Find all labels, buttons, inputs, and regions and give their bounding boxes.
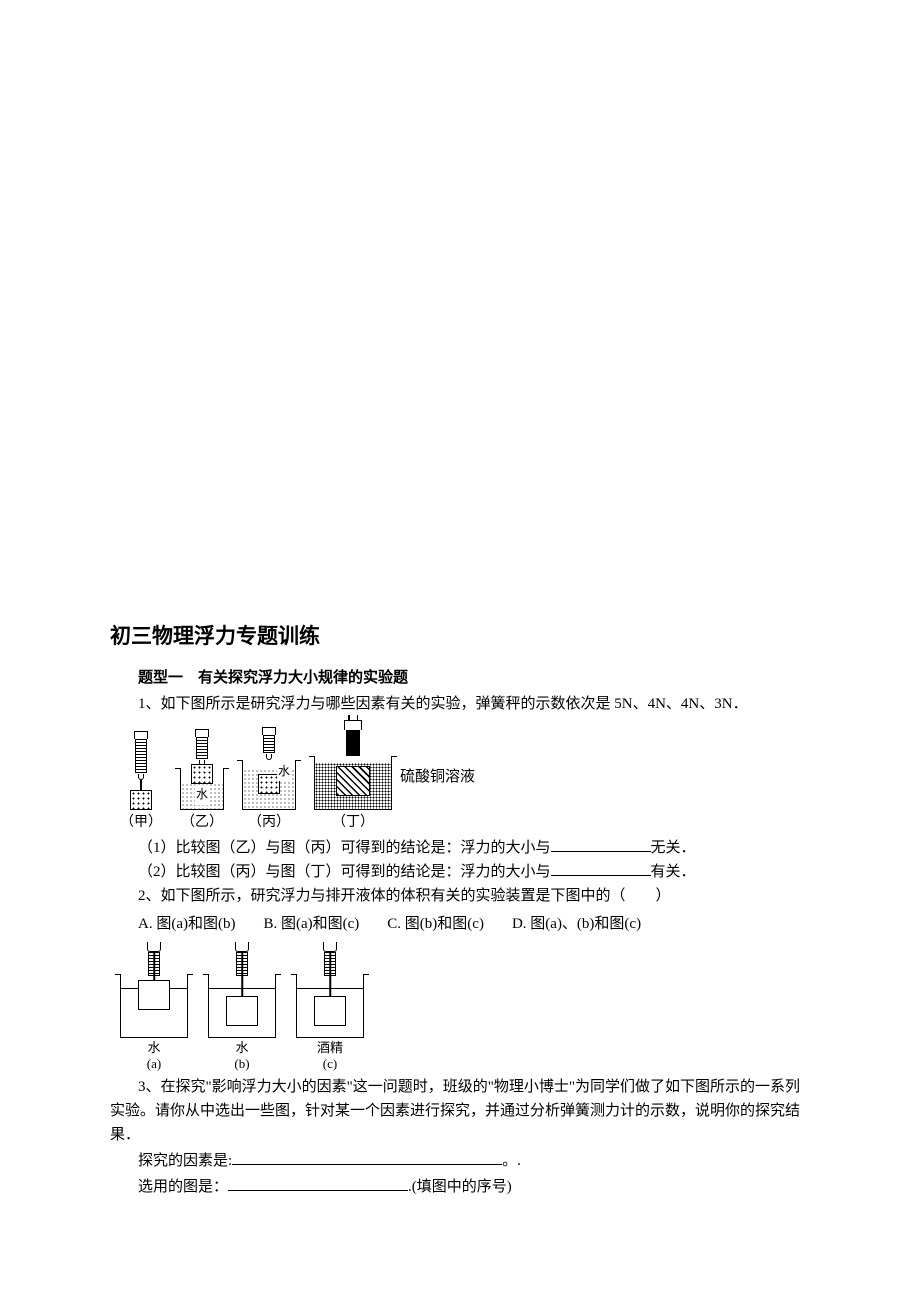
spring-scale-icon <box>262 727 276 760</box>
block-icon <box>226 996 258 1026</box>
blank-field[interactable] <box>232 1149 502 1165</box>
q1-sub2-pre: （2）比较图（丙）与图（丁）可得到的结论是：浮力的大小与 <box>138 864 551 880</box>
figure-label: （乙） <box>181 812 223 834</box>
blank-field[interactable] <box>551 860 651 876</box>
q1-sub1: （1）比较图（乙）与图（丙）可得到的结论是：浮力的大小与 无关． <box>110 836 810 860</box>
q1-sub2: （2）比较图（丙）与图（丁）可得到的结论是：浮力的大小与 有关． <box>110 860 810 884</box>
figure-sub-label: (a) <box>147 1056 161 1072</box>
figure-label: （丁） <box>332 812 374 834</box>
q2-option-d[interactable]: D. 图(a)、(b)和图(c) <box>512 912 641 936</box>
q3-line1-label: 探究的因素是: <box>138 1153 232 1169</box>
page-title: 初三物理浮力专题训练 <box>110 620 810 654</box>
q2-option-a[interactable]: A. 图(a)和图(b) <box>138 912 235 936</box>
q3-line2: 选用的图是： .(填图中的序号) <box>110 1175 810 1199</box>
section-heading: 题型一 有关探究浮力大小规律的实验题 <box>110 666 810 690</box>
figure-label: （丙） <box>248 812 290 834</box>
liquid-label: 水 <box>235 1040 248 1056</box>
spring-scale-icon <box>195 729 209 766</box>
figure-sub-label: (c) <box>323 1056 337 1072</box>
hook-icon <box>235 942 249 952</box>
q3-line2-tail: .(填图中的序号) <box>408 1179 512 1195</box>
hook-icon <box>147 942 161 952</box>
spring-scale-icon <box>134 731 148 780</box>
liquid-side-label: 硫酸铜溶液 <box>400 765 475 789</box>
q1-figure-ding-wrap: （丁） 硫酸铜溶液 <box>314 720 475 834</box>
spring-scale-icon <box>344 720 362 730</box>
q2-figure-row: 水 (a) 水 (b) 酒精 (c) <box>120 942 810 1071</box>
q1-figure-yi: 水 （乙） <box>180 729 224 834</box>
block-icon <box>138 980 170 1010</box>
q1-figure-bing: 水 （丙） <box>242 727 296 834</box>
block-icon <box>314 996 346 1026</box>
q1-figure-jia: （甲） <box>120 731 162 834</box>
q1-sub1-post: 无关． <box>651 840 696 856</box>
blank-field[interactable] <box>551 836 651 852</box>
q1-text: 1、如下图所示是研究浮力与哪些因素有关的实验，弹簧秤的示数依次是 5N、4N、4… <box>110 692 810 716</box>
q2-option-c[interactable]: C. 图(b)和图(c) <box>387 912 484 936</box>
liquid-label: 酒精 <box>317 1040 343 1056</box>
q2-options: A. 图(a)和图(b) B. 图(a)和图(c) C. 图(b)和图(c) D… <box>110 912 810 936</box>
q1-sub2-post: 有关． <box>651 864 696 880</box>
block-icon <box>336 766 370 796</box>
liquid-label: 水 <box>277 762 291 781</box>
q1-sub1-pre: （1）比较图（乙）与图（丙）可得到的结论是：浮力的大小与 <box>138 840 551 856</box>
figure-sub-label: (b) <box>234 1056 249 1072</box>
q3-line2-label: 选用的图是： <box>138 1179 228 1195</box>
q2-figure-b: 水 (b) <box>208 942 276 1071</box>
block-icon <box>130 790 152 810</box>
q1-figure-ding: （丁） <box>314 720 392 834</box>
q2-figure-a: 水 (a) <box>120 942 188 1071</box>
liquid-label: 水 <box>147 1040 160 1056</box>
q3-text: 3、在探究"影响浮力大小的因素"这一问题时，班级的"物理小博士"为同学们做了如下… <box>110 1075 810 1147</box>
beaker-icon <box>296 976 364 1038</box>
q3-line1-tail: 。. <box>502 1153 521 1169</box>
q1-figure-row: （甲） 水 （乙） <box>120 720 810 834</box>
q2-figure-c: 酒精 (c) <box>296 942 364 1071</box>
q2-option-b[interactable]: B. 图(a)和图(c) <box>263 912 359 936</box>
figure-label: （甲） <box>120 812 162 834</box>
q2-text: 2、如下图所示，研究浮力与排开液体的体积有关的实验装置是下图中的（ ） <box>110 884 810 908</box>
beaker-icon <box>120 976 188 1038</box>
blank-field[interactable] <box>228 1175 408 1191</box>
q3-line1: 探究的因素是: 。. <box>110 1149 810 1173</box>
hook-icon <box>323 942 337 952</box>
liquid-label: 水 <box>195 785 209 804</box>
beaker-icon <box>208 976 276 1038</box>
